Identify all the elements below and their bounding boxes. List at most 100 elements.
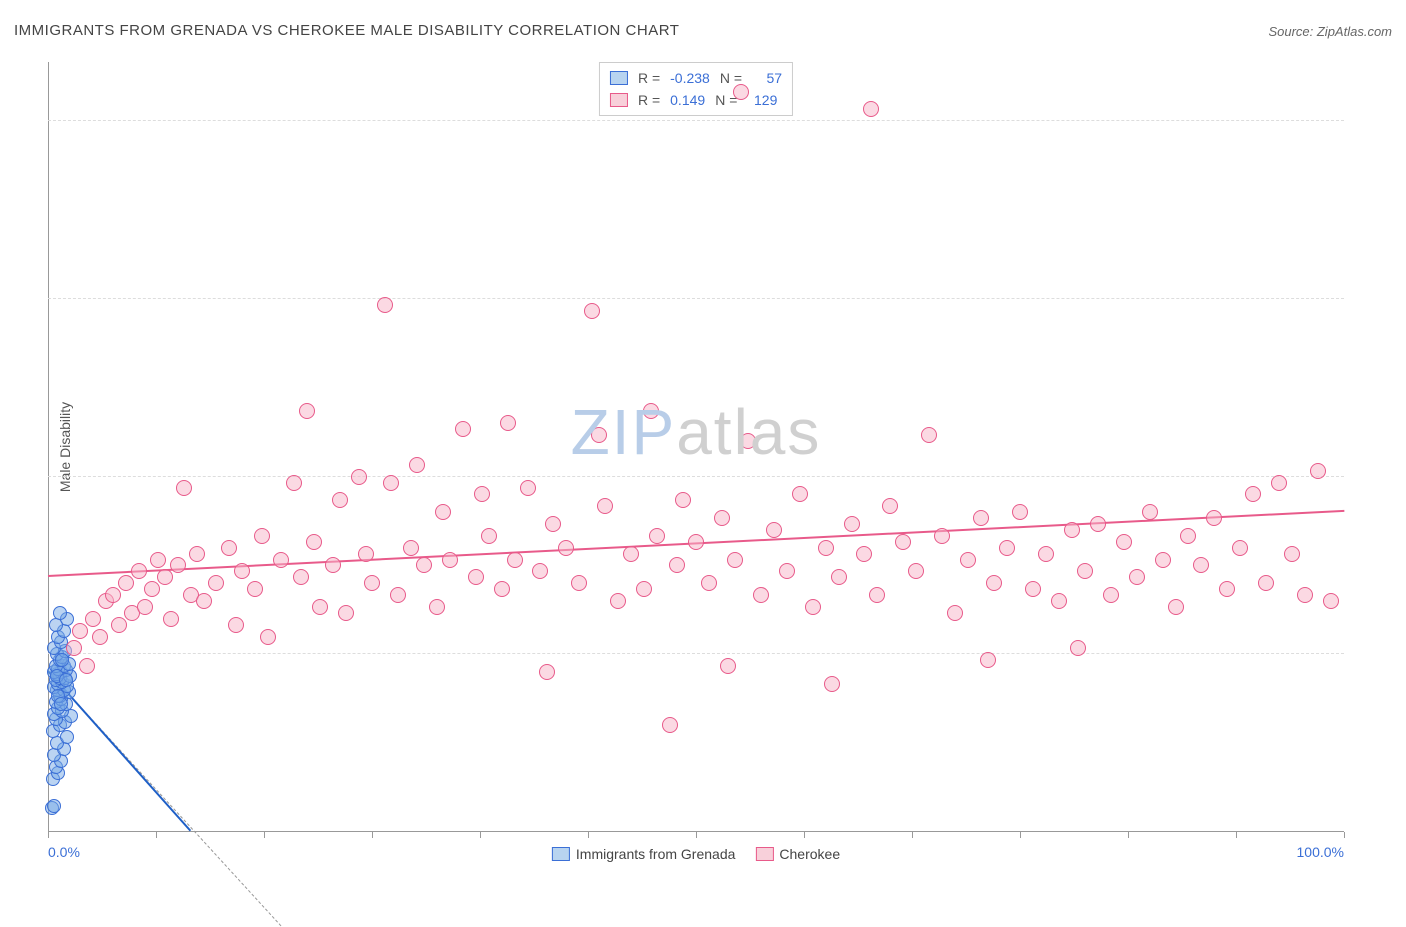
data-point-cherokee <box>643 403 659 419</box>
x-tick <box>1020 832 1021 838</box>
data-point-cherokee <box>532 563 548 579</box>
data-point-cherokee <box>934 528 950 544</box>
data-point-cherokee <box>1297 587 1313 603</box>
data-point-cherokee <box>358 546 374 562</box>
x-tick <box>1236 832 1237 838</box>
data-point-cherokee <box>584 303 600 319</box>
data-point-cherokee <box>468 569 484 585</box>
data-point-cherokee <box>293 569 309 585</box>
data-point-cherokee <box>882 498 898 514</box>
data-point-cherokee <box>895 534 911 550</box>
data-point-cherokee <box>792 486 808 502</box>
watermark-zip: ZIP <box>571 396 677 468</box>
data-point-cherokee <box>228 617 244 633</box>
watermark: ZIPatlas <box>571 395 822 469</box>
data-point-cherokee <box>1038 546 1054 562</box>
data-point-cherokee <box>688 534 704 550</box>
data-point-cherokee <box>332 492 348 508</box>
x-tick <box>156 832 157 838</box>
y-axis-label: Male Disability <box>57 402 73 492</box>
x-tick <box>588 832 589 838</box>
data-point-grenada <box>53 606 67 620</box>
data-point-cherokee <box>649 528 665 544</box>
data-point-cherokee <box>1155 552 1171 568</box>
data-point-cherokee <box>545 516 561 532</box>
legend-label-cherokee: Cherokee <box>779 846 840 862</box>
data-point-cherokee <box>610 593 626 609</box>
data-point-cherokee <box>1064 522 1080 538</box>
data-point-cherokee <box>1025 581 1041 597</box>
x-tick <box>696 832 697 838</box>
data-point-cherokee <box>1070 640 1086 656</box>
data-point-cherokee <box>377 297 393 313</box>
data-point-cherokee <box>1168 599 1184 615</box>
legend-swatch-cherokee-b <box>755 847 773 861</box>
data-point-cherokee <box>1193 557 1209 573</box>
data-point-cherokee <box>286 475 302 491</box>
data-point-cherokee <box>831 569 847 585</box>
legend-series: Immigrants from Grenada Cherokee <box>552 846 840 862</box>
data-point-cherokee <box>662 717 678 733</box>
data-point-cherokee <box>176 480 192 496</box>
data-point-cherokee <box>973 510 989 526</box>
data-point-cherokee <box>921 427 937 443</box>
data-point-cherokee <box>1129 569 1145 585</box>
x-tick <box>372 832 373 838</box>
data-point-cherokee <box>234 563 250 579</box>
data-point-cherokee <box>351 469 367 485</box>
data-point-grenada <box>47 799 61 813</box>
data-point-cherokee <box>79 658 95 674</box>
data-point-grenada <box>59 673 73 687</box>
data-point-cherokee <box>85 611 101 627</box>
gridline-h <box>48 653 1344 654</box>
gridline-h <box>48 476 1344 477</box>
data-point-cherokee <box>1090 516 1106 532</box>
data-point-cherokee <box>500 415 516 431</box>
x-tick-label: 0.0% <box>48 844 80 860</box>
data-point-cherokee <box>1116 534 1132 550</box>
data-point-cherokee <box>1077 563 1093 579</box>
data-point-cherokee <box>520 480 536 496</box>
data-point-cherokee <box>1103 587 1119 603</box>
data-point-cherokee <box>157 569 173 585</box>
data-point-cherokee <box>727 552 743 568</box>
chart-title: IMMIGRANTS FROM GRENADA VS CHEROKEE MALE… <box>14 22 679 39</box>
data-point-cherokee <box>947 605 963 621</box>
legend-swatch-grenada-b <box>552 847 570 861</box>
legend-row-cherokee: R = 0.149 N = 129 <box>610 89 782 111</box>
data-point-cherokee <box>105 587 121 603</box>
data-point-cherokee <box>869 587 885 603</box>
source-attribution: Source: ZipAtlas.com <box>1268 24 1392 39</box>
data-point-cherokee <box>383 475 399 491</box>
x-tick <box>1344 832 1345 838</box>
data-point-cherokee <box>299 403 315 419</box>
data-point-cherokee <box>1323 593 1339 609</box>
data-point-cherokee <box>111 617 127 633</box>
data-point-cherokee <box>494 581 510 597</box>
data-point-cherokee <box>409 457 425 473</box>
r-value-cherokee: 0.149 <box>670 89 705 111</box>
data-point-cherokee <box>66 640 82 656</box>
data-point-cherokee <box>403 540 419 556</box>
data-point-cherokee <box>539 664 555 680</box>
data-point-cherokee <box>144 581 160 597</box>
data-point-cherokee <box>208 575 224 591</box>
data-point-cherokee <box>980 652 996 668</box>
data-point-cherokee <box>720 658 736 674</box>
x-tick <box>264 832 265 838</box>
data-point-cherokee <box>312 599 328 615</box>
data-point-cherokee <box>260 629 276 645</box>
data-point-cherokee <box>455 421 471 437</box>
x-tick <box>912 832 913 838</box>
data-point-cherokee <box>597 498 613 514</box>
data-point-cherokee <box>1219 581 1235 597</box>
x-tick <box>1128 832 1129 838</box>
data-point-cherokee <box>435 504 451 520</box>
data-point-cherokee <box>118 575 134 591</box>
data-point-cherokee <box>863 101 879 117</box>
data-point-cherokee <box>701 575 717 591</box>
data-point-cherokee <box>131 563 147 579</box>
data-point-cherokee <box>805 599 821 615</box>
data-point-cherokee <box>221 540 237 556</box>
data-point-cherokee <box>1142 504 1158 520</box>
